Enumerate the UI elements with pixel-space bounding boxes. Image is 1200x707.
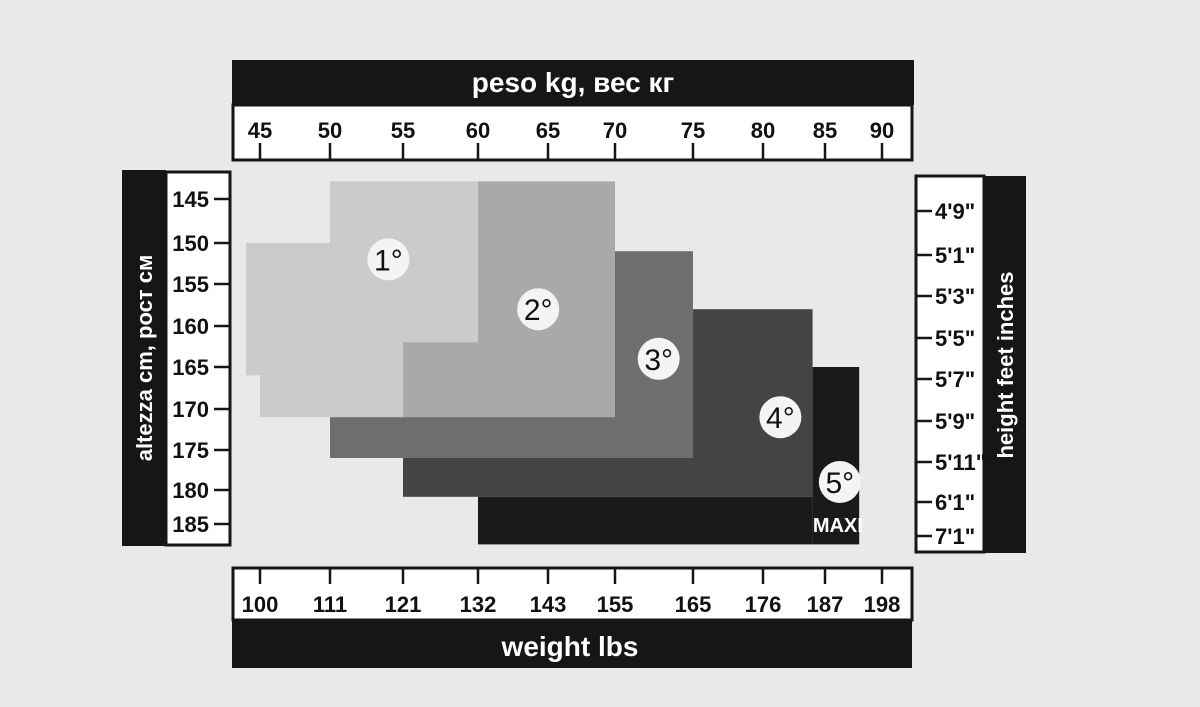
bottom-tick-label: 198 (864, 592, 901, 617)
left-tick-label: 180 (172, 478, 209, 503)
top-tick-label: 50 (318, 118, 342, 143)
bottom-tick-label: 187 (807, 592, 844, 617)
bottom-axis-ticks: 100 111 121 132 143 155 165 176 187 198 (242, 568, 901, 617)
size-labels: 1° 2° 3° 4° 5° MAXI (367, 238, 863, 537)
left-axis-scale-box (164, 170, 232, 547)
bottom-axis-title-band (232, 620, 912, 668)
size-label-3: 3° (644, 344, 673, 377)
bottom-tick-label: 176 (745, 592, 782, 617)
right-axis: height feet inches 4'9" 5'1" 5'3" 5'5" 5'7" 5… (914, 174, 1026, 554)
right-tick-label: 5'3" (935, 284, 975, 309)
size-sublabel: MAXI (813, 515, 863, 537)
right-axis-scale-box (914, 174, 986, 554)
top-tick-label: 55 (391, 118, 415, 143)
size-label-5: 5° (825, 467, 854, 500)
top-axis: peso kg, вес кг 45 50 55 60 65 70 75 80 85 90 (231, 60, 914, 162)
left-tick-label: 145 (172, 187, 209, 212)
bottom-axis: weight lbs 100 111 121 132 143 155 165 176 187 19… (231, 566, 914, 668)
top-tick-label: 85 (813, 118, 837, 143)
right-axis-ticks: 4'9" 5'1" 5'3" 5'5" 5'7" 5'9" 5'11" 6'1" 7'1" (916, 199, 986, 549)
right-tick-label: 5'7" (935, 367, 975, 392)
left-axis-ticks: 145 150 155 160 165 170 175 180 185 (172, 187, 230, 537)
size-label-4: 4° (766, 402, 795, 435)
size-badge-4 (759, 396, 802, 439)
top-axis-ticks: 45 50 55 60 65 70 75 80 85 90 (248, 118, 894, 160)
right-tick-label: 4'9" (935, 199, 975, 224)
size-region-5 (812, 367, 860, 545)
top-axis-title: peso kg, вес кг (472, 67, 674, 98)
bottom-tick-label: 132 (460, 592, 497, 617)
right-tick-label: 5'11" (935, 450, 986, 475)
top-tick-label: 75 (681, 118, 705, 143)
top-axis-title-band (232, 60, 914, 105)
size-label-1: 1° (374, 244, 403, 277)
size-region-4 (403, 458, 693, 497)
size-label-2: 2° (524, 294, 553, 327)
top-tick-label: 70 (603, 118, 627, 143)
size-badge-3 (637, 337, 680, 380)
size-region-5 (478, 496, 813, 545)
left-tick-label: 160 (172, 314, 209, 339)
right-tick-label: 7'1" (935, 524, 975, 549)
bottom-axis-scale-box (231, 566, 914, 622)
size-badge-2 (517, 288, 560, 331)
size-regions (246, 181, 860, 545)
bottom-tick-label: 165 (675, 592, 712, 617)
left-tick-label: 170 (172, 397, 209, 422)
left-axis: altezza cm, рост см 145 150 155 160 165 170 17… (122, 170, 232, 547)
top-tick-label: 90 (870, 118, 894, 143)
top-tick-label: 45 (248, 118, 272, 143)
top-tick-label: 80 (751, 118, 775, 143)
right-tick-label: 5'1" (935, 243, 975, 268)
right-tick-label: 5'5" (935, 326, 975, 351)
size-badge-5 (818, 461, 861, 503)
size-region-3 (330, 417, 615, 458)
left-axis-title-band (122, 170, 166, 546)
left-tick-label: 185 (172, 512, 209, 537)
bottom-tick-label: 155 (597, 592, 634, 617)
size-badge-1 (367, 238, 410, 281)
top-axis-scale-box (231, 103, 914, 162)
top-tick-label: 60 (466, 118, 490, 143)
size-region-1 (246, 243, 330, 376)
right-tick-label: 5'9" (935, 409, 975, 434)
left-tick-label: 150 (172, 231, 209, 256)
bottom-tick-label: 121 (385, 592, 422, 617)
bottom-tick-label: 143 (530, 592, 567, 617)
top-tick-label: 65 (536, 118, 560, 143)
bottom-tick-label: 111 (313, 592, 347, 617)
right-axis-title-band (984, 176, 1026, 553)
left-tick-label: 165 (172, 355, 209, 380)
bottom-tick-label: 100 (242, 592, 279, 617)
left-tick-label: 155 (172, 272, 209, 297)
left-axis-title: altezza cm, рост см (132, 255, 157, 462)
bottom-axis-title: weight lbs (501, 631, 639, 662)
left-tick-label: 175 (172, 438, 209, 463)
right-tick-label: 6'1" (935, 490, 975, 515)
right-axis-title: height feet inches (993, 271, 1018, 458)
